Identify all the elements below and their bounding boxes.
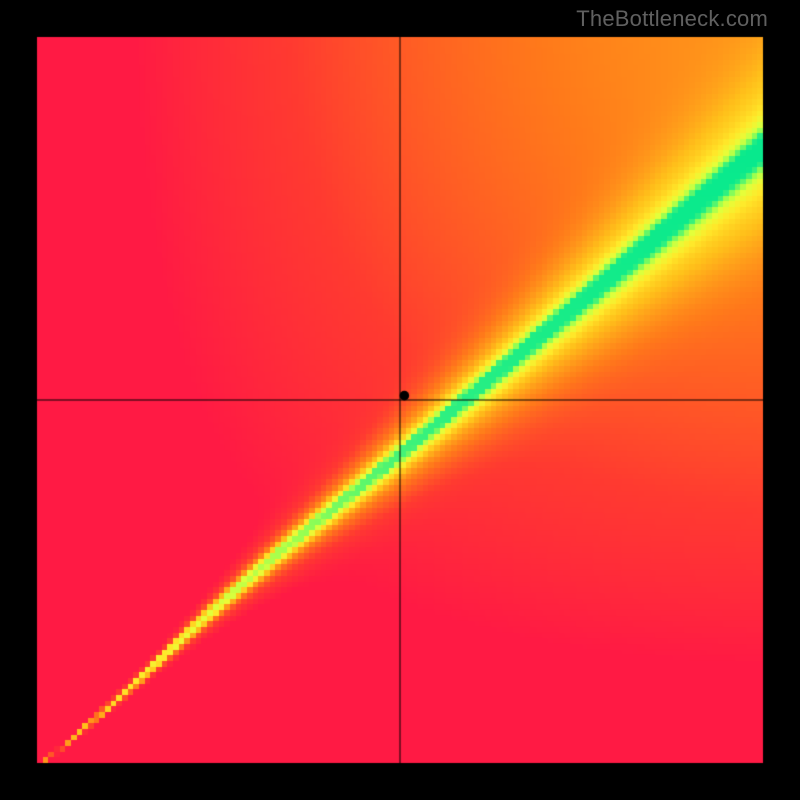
watermark-text: TheBottleneck.com <box>576 6 768 32</box>
chart-container: TheBottleneck.com <box>0 0 800 800</box>
bottleneck-heatmap <box>0 0 800 800</box>
